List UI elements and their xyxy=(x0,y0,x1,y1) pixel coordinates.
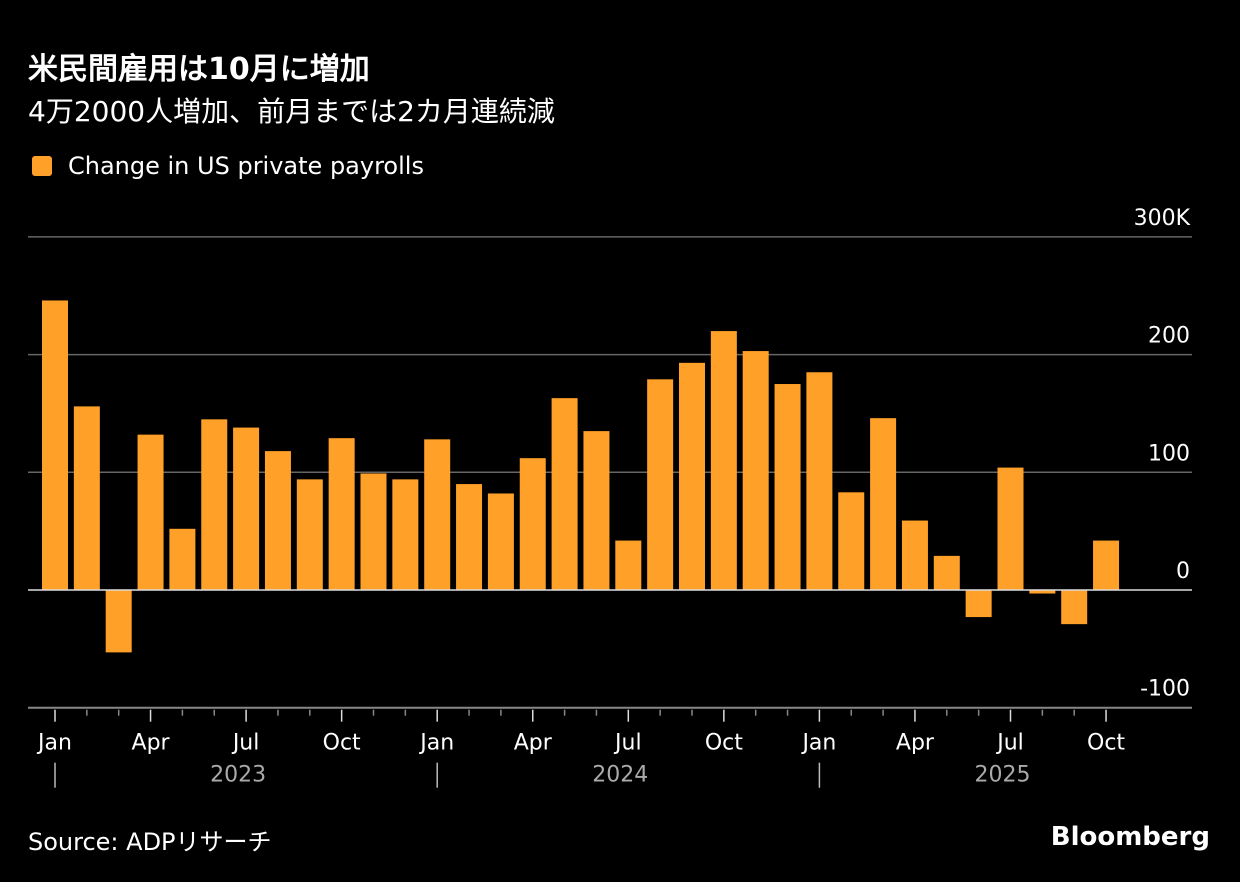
year-label: 2025 xyxy=(975,763,1031,788)
x-tick-label: Jul xyxy=(613,731,642,756)
source-note: Source: ADPリサーチ xyxy=(28,828,272,856)
year-label: 2024 xyxy=(592,763,648,788)
bar-2024-09 xyxy=(679,362,705,590)
bar-2025-10 xyxy=(1093,540,1120,590)
bar-2025-07 xyxy=(997,467,1024,590)
y-tick-label: -100 xyxy=(1140,677,1190,702)
bar-2025-05 xyxy=(933,555,960,590)
y-tick-label: 300K xyxy=(1134,206,1191,231)
bar-2025-04 xyxy=(901,520,928,590)
bar-2023-11 xyxy=(360,473,387,590)
bar-2024-03 xyxy=(487,493,514,590)
y-tick-label: 0 xyxy=(1176,559,1190,584)
legend-label: Change in US private payrolls xyxy=(68,152,424,180)
bar-2025-08 xyxy=(1029,590,1056,594)
x-tick-label: Apr xyxy=(132,731,171,756)
bar-2024-01 xyxy=(424,439,451,590)
x-tick-label: Oct xyxy=(323,731,361,756)
bar-2023-02 xyxy=(73,406,100,590)
chart-title: 米民間雇用は10月に増加 xyxy=(28,52,370,87)
x-tick-label: Apr xyxy=(514,731,553,756)
bar-2023-08 xyxy=(264,451,291,590)
bar-2024-04 xyxy=(519,458,546,590)
bar-2023-04 xyxy=(137,434,164,590)
x-tick-label: Jan xyxy=(418,731,454,756)
bar-2025-02 xyxy=(838,492,865,590)
bar-2023-05 xyxy=(169,528,196,590)
x-tick-label: Oct xyxy=(1087,731,1125,756)
year-label: 2023 xyxy=(210,763,266,788)
bar-2025-03 xyxy=(870,418,897,590)
bar-2023-06 xyxy=(201,419,228,590)
bar-2025-09 xyxy=(1061,590,1088,625)
bar-2023-01 xyxy=(42,300,68,590)
x-tick-label: Oct xyxy=(705,731,743,756)
bar-2023-03 xyxy=(105,590,132,653)
y-tick-label: 100 xyxy=(1148,441,1190,466)
bar-2024-07 xyxy=(615,540,642,590)
x-tick-label: Jul xyxy=(231,731,260,756)
bar-2024-11 xyxy=(742,351,769,590)
bloomberg-logo: Bloomberg xyxy=(1050,822,1210,852)
legend: Change in US private payrolls xyxy=(32,152,424,180)
bar-2025-01 xyxy=(806,372,833,590)
bar-2024-08 xyxy=(647,379,674,590)
bar-2024-05 xyxy=(551,398,578,590)
x-tick-label: Jan xyxy=(36,731,72,756)
bar-2023-07 xyxy=(233,427,260,590)
chart-subtitle: 4万2000人増加、前月までは2カ月連続減 xyxy=(28,95,555,128)
legend-swatch xyxy=(32,156,52,176)
bar-2024-10 xyxy=(710,331,737,590)
x-tick-label: Apr xyxy=(896,731,935,756)
bar-2024-02 xyxy=(456,484,483,590)
bar-2024-06 xyxy=(583,431,610,590)
y-tick-label: 200 xyxy=(1148,324,1190,349)
bar-2023-09 xyxy=(296,479,323,590)
bar-2023-10 xyxy=(328,438,355,590)
x-tick-label: Jul xyxy=(995,731,1024,756)
bar-2023-12 xyxy=(392,479,419,590)
bar-2024-12 xyxy=(774,384,801,590)
x-tick-label: Jan xyxy=(800,731,836,756)
bar-2025-06 xyxy=(965,590,992,618)
